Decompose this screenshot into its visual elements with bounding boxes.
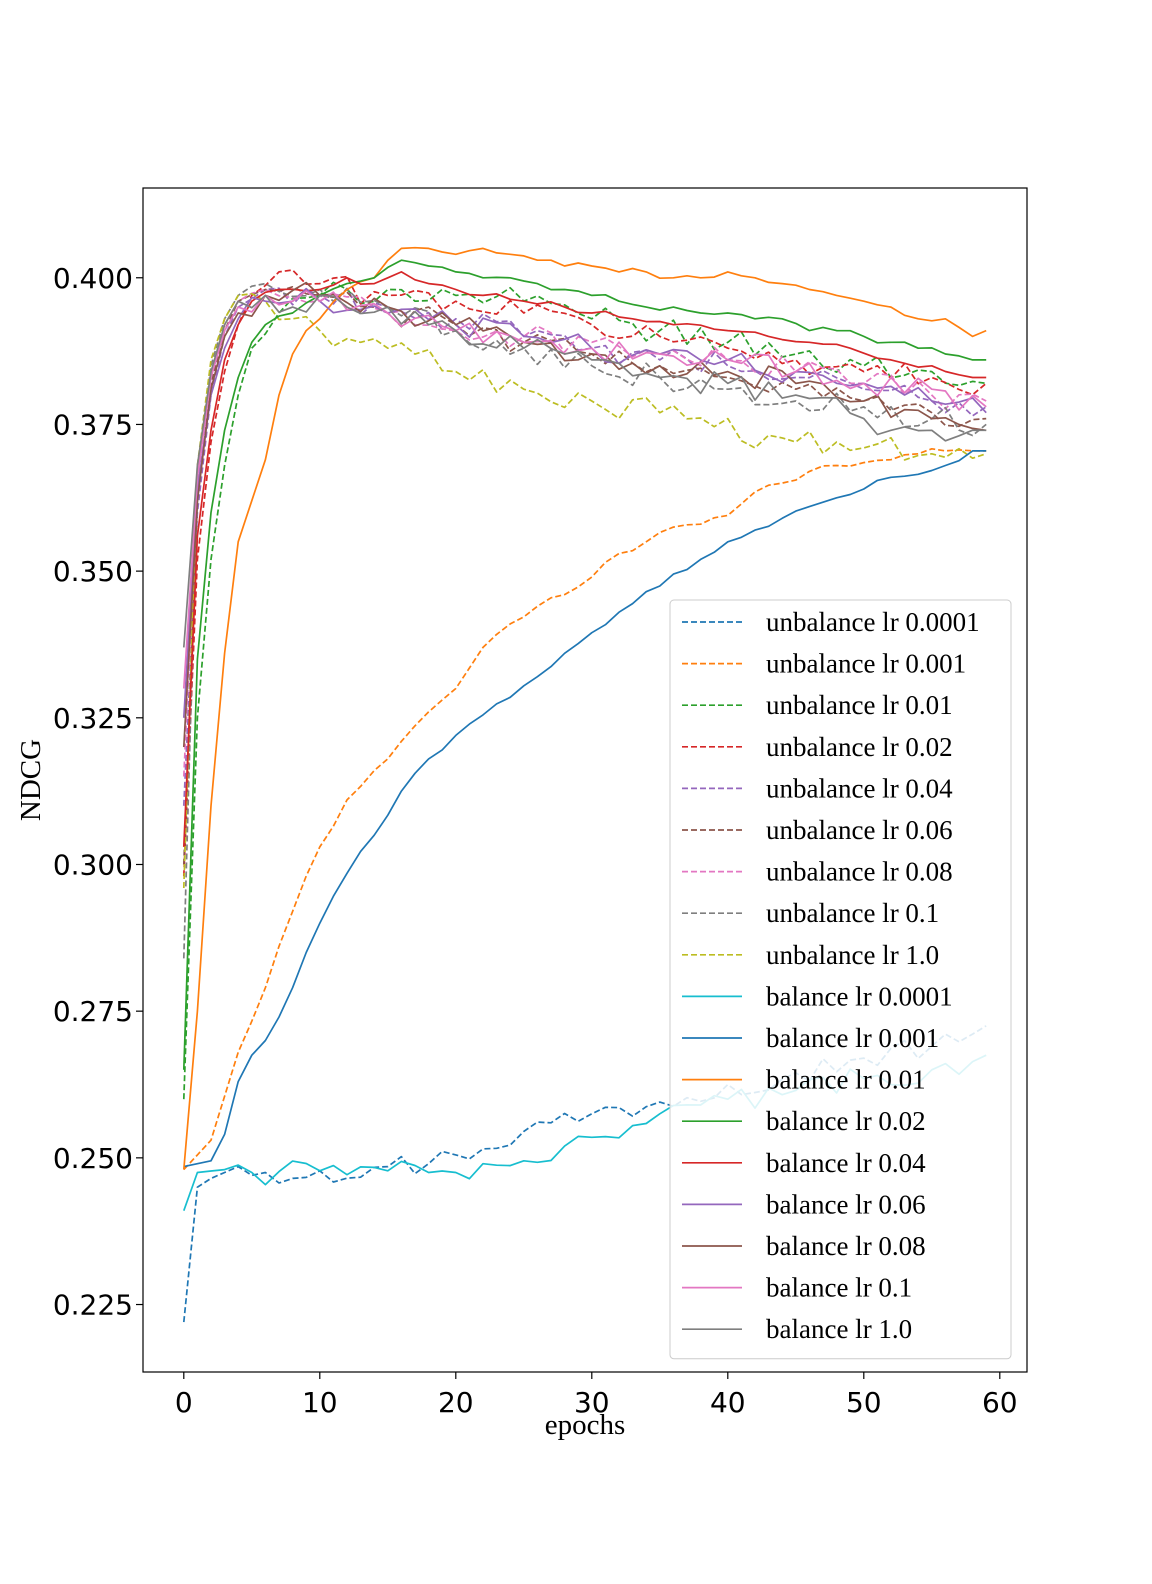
x-axis: 0 10 20 30 40 50 60 <box>175 1372 1018 1419</box>
x-tick-label: 0 <box>175 1386 193 1419</box>
legend-entry-label: unbalance lr 0.04 <box>766 773 953 803</box>
x-tick-label: 60 <box>982 1386 1018 1419</box>
x-tick-label: 50 <box>846 1386 882 1419</box>
legend-entry-label: balance lr 0.001 <box>766 1023 939 1053</box>
legend-entry-label: balance lr 1.0 <box>766 1314 912 1344</box>
legend-entry-label: unbalance lr 0.06 <box>766 815 953 845</box>
y-axis: 0.225 0.250 0.275 0.300 0.325 0.350 0.375 0.400 <box>53 262 143 1322</box>
x-axis-label: epochs <box>545 1409 626 1441</box>
x-tick-label: 30 <box>574 1386 610 1419</box>
legend-entry-label: balance lr 0.04 <box>766 1148 926 1178</box>
series-line <box>182 285 987 865</box>
legend: unbalance lr 0.0001 unbalance lr 0.001 unb… <box>669 599 1012 1360</box>
legend-box <box>669 599 1012 1360</box>
legend-entry-label: unbalance lr 0.0001 <box>766 607 980 637</box>
legend-entry-label: unbalance lr 0.01 <box>766 690 953 720</box>
y-tick-label: 0.350 <box>53 555 133 588</box>
series-line <box>182 259 987 1070</box>
x-tick-label: 40 <box>710 1386 746 1419</box>
series-line <box>182 271 987 847</box>
x-tick-label: 20 <box>438 1386 474 1419</box>
series-layer <box>182 246 987 1323</box>
series-line <box>182 246 987 1170</box>
y-tick-label: 0.225 <box>53 1289 133 1322</box>
y-tick-label: 0.275 <box>53 995 133 1028</box>
series-line <box>182 288 987 777</box>
series-line <box>183 450 987 1168</box>
y-axis-label: NDCG <box>15 739 47 821</box>
y-tick-label: 0.375 <box>53 408 133 441</box>
legend-entry-label: balance lr 0.01 <box>766 1065 926 1095</box>
series-line <box>182 294 987 648</box>
series-line <box>182 281 987 1100</box>
plot-frame <box>142 187 1028 1373</box>
legend-entry-label: unbalance lr 0.1 <box>766 898 939 928</box>
legend-entry-label: balance lr 0.0001 <box>766 981 953 1011</box>
legend-entry-label: unbalance lr 0.02 <box>766 732 953 762</box>
series-line <box>182 269 987 877</box>
x-tick-label: 10 <box>302 1386 338 1419</box>
legend-entry-label: balance lr 0.02 <box>766 1106 926 1136</box>
legend-entry-label: balance lr 0.08 <box>766 1231 926 1261</box>
legend-entry-label: unbalance lr 0.001 <box>766 649 966 679</box>
legend-entry-label: balance lr 0.1 <box>766 1273 912 1303</box>
series-line <box>182 281 987 748</box>
y-tick-label: 0.250 <box>53 1142 133 1175</box>
y-tick-label: 0.400 <box>53 262 133 295</box>
legend-entry-label: unbalance lr 0.08 <box>766 857 953 887</box>
legend-entry-label: unbalance lr 1.0 <box>766 940 939 970</box>
legend-entry-label: balance lr 0.06 <box>766 1189 926 1219</box>
series-line <box>183 447 987 1171</box>
y-tick-label: 0.325 <box>53 702 133 735</box>
y-tick-label: 0.300 <box>53 848 133 881</box>
series-line <box>182 292 987 889</box>
